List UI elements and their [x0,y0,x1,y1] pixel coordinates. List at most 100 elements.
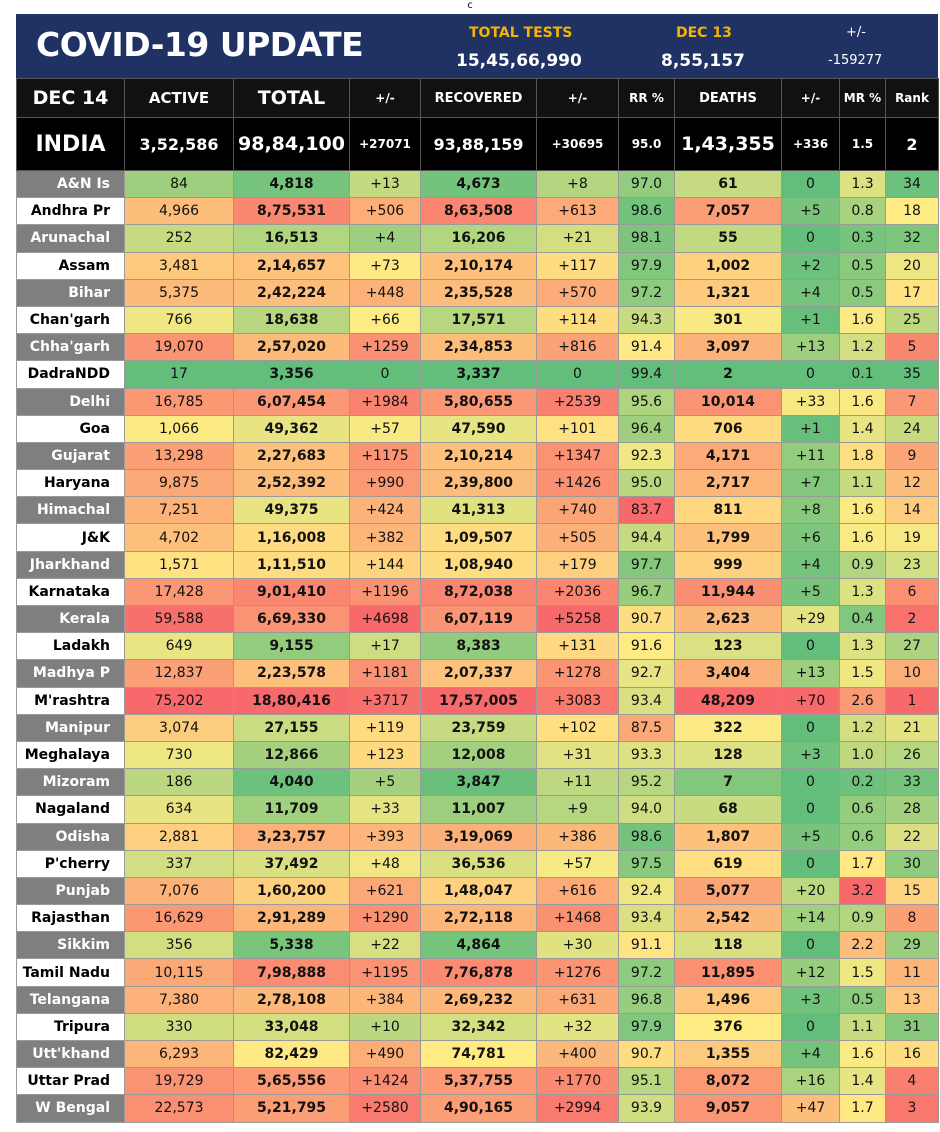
total-change-cell: +1290 [349,904,421,933]
recovered-cell: 2,39,800 [420,469,537,498]
state-name: Odisha [16,822,125,851]
total-change-cell: +2580 [349,1094,421,1123]
rr-cell: 97.9 [618,251,675,280]
rank-cell: 2 [885,604,939,634]
deaths-change-cell: +5 [781,577,840,607]
table-row: Assam 3,481 2,14,657 +73 2,10,174 +117 97.9 1,0… [16,251,939,280]
recovered-cell: 23,759 [420,713,537,742]
total-change-cell: +990 [349,469,421,498]
rr-cell: 92.7 [618,659,675,688]
deaths-change-cell: +3 [781,740,840,770]
india-name: INDIA [16,117,125,171]
deaths-change-cell: +33 [781,387,840,416]
state-name: DadraNDD [16,360,125,389]
total-cell: 7,98,888 [233,958,350,987]
recovered-cell: 2,35,528 [420,278,537,307]
rr-cell: 95.2 [618,768,675,797]
active-cell: 5,375 [124,278,234,307]
rr-cell: 95.1 [618,1067,675,1096]
total-cell: 2,91,289 [233,904,350,933]
header-row: DEC 14 ACTIVE TOTAL +/- RECOVERED +/- RR… [16,78,939,118]
total-cell: 2,42,224 [233,278,350,307]
rank-cell: 1 [885,686,939,715]
deaths-cell: 619 [674,849,782,878]
recovered-change-cell: +1278 [536,659,619,688]
rank-cell: 4 [885,1067,939,1096]
total-cell: 18,638 [233,305,350,335]
header-total-change: +/- [349,78,421,118]
active-cell: 59,588 [124,604,234,634]
recovered-change-cell: +9 [536,795,619,824]
recovered-change-cell: +31 [536,740,619,770]
deaths-cell: 1,799 [674,523,782,552]
mr-cell: 1.0 [839,740,886,770]
rank-cell: 26 [885,740,939,770]
active-cell: 6,293 [124,1039,234,1069]
total-cell: 16,513 [233,224,350,253]
recovered-cell: 3,19,069 [420,822,537,851]
table-row: Odisha 2,881 3,23,757 +393 3,19,069 +386 98.6 1… [16,822,939,851]
deaths-cell: 3,097 [674,333,782,362]
mr-cell: 1.3 [839,577,886,607]
total-change-cell: +57 [349,414,421,443]
header-date: DEC 14 [16,78,125,118]
india-mr: 1.5 [839,117,886,171]
deaths-cell: 2 [674,360,782,389]
active-cell: 9,875 [124,469,234,498]
state-name: Mizoram [16,768,125,797]
recovered-cell: 74,781 [420,1039,537,1069]
mr-cell: 1.6 [839,496,886,525]
rank-cell: 33 [885,768,939,797]
total-change-cell: +1195 [349,958,421,987]
table-row: P'cherry 337 37,492 +48 36,536 +57 97.5 619 0 1.7… [16,849,939,878]
active-cell: 2,881 [124,822,234,851]
deaths-change-cell: +5 [781,197,840,226]
mr-cell: 1.6 [839,387,886,416]
active-cell: 4,966 [124,197,234,226]
rr-cell: 96.8 [618,985,675,1014]
total-change-cell: +1181 [349,659,421,688]
header-deaths-change: +/- [781,78,840,118]
mr-cell: 0.9 [839,904,886,933]
india-recovered-change: +30695 [536,117,619,171]
mr-cell: 1.6 [839,523,886,552]
header-deaths: DEATHS [674,78,782,118]
rr-cell: 90.7 [618,604,675,634]
recovered-cell: 1,48,047 [420,876,537,906]
total-cell: 9,155 [233,632,350,661]
rr-cell: 94.4 [618,523,675,552]
recovered-cell: 12,008 [420,740,537,770]
deaths-cell: 706 [674,414,782,443]
table-row: Ladakh 649 9,155 +17 8,383 +131 91.6 123 0 1.3 27 [16,632,939,661]
state-name: Rajasthan [16,904,125,933]
header-mr: MR % [839,78,886,118]
recovered-cell: 2,69,232 [420,985,537,1014]
table-row: Goa 1,066 49,362 +57 47,590 +101 96.4 706 +1 1.4 2… [16,414,939,443]
state-name: Tripura [16,1012,125,1042]
india-recovered: 93,88,159 [420,117,537,171]
recovered-cell: 41,313 [420,496,537,525]
header-active: ACTIVE [124,78,234,118]
total-change-cell: 0 [349,360,421,389]
recovered-change-cell: +400 [536,1039,619,1069]
mr-cell: 0.2 [839,768,886,797]
deaths-change-cell: +12 [781,958,840,987]
header-rr: RR % [618,78,675,118]
deaths-cell: 1,496 [674,985,782,1014]
deaths-change-cell: +7 [781,469,840,498]
prev-date-tests-value: 8,55,157 [661,51,745,71]
recovered-cell: 7,76,878 [420,958,537,987]
deaths-cell: 7 [674,768,782,797]
mr-cell: 0.6 [839,822,886,851]
deaths-cell: 10,014 [674,387,782,416]
total-cell: 6,07,454 [233,387,350,416]
state-name: J&K [16,523,125,552]
active-cell: 17 [124,360,234,389]
rr-cell: 95.0 [618,469,675,498]
state-name: Goa [16,414,125,443]
state-name: Utt'khand [16,1039,125,1069]
deaths-cell: 376 [674,1012,782,1042]
rank-cell: 24 [885,414,939,443]
deaths-change-cell: +4 [781,550,840,579]
deaths-change-cell: +4 [781,1039,840,1069]
